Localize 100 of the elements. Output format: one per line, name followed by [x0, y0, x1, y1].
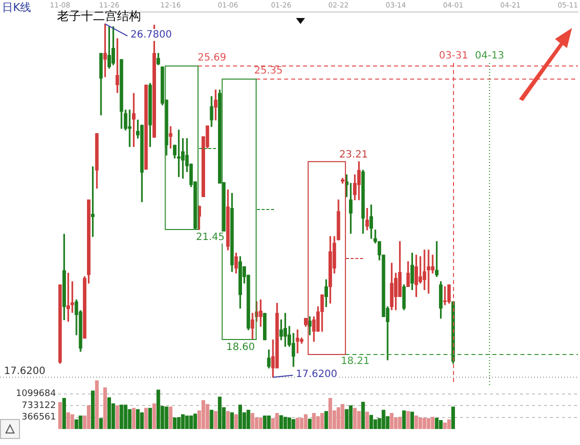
candlestick: [357, 161, 361, 200]
bar: [132, 408, 136, 429]
text: 04-13: [475, 50, 504, 62]
bar: [288, 417, 292, 429]
annotation: 26.7800: [130, 30, 172, 41]
candlestick: [361, 170, 365, 234]
bar: [414, 416, 418, 429]
candlestick: [95, 133, 99, 189]
bar: [390, 412, 394, 429]
bar: [90, 390, 95, 429]
ref-line-label: 25.35: [254, 66, 283, 77]
candlestick: [398, 241, 402, 297]
candlestick: [258, 299, 263, 327]
candlestick: [443, 286, 447, 306]
bar: [258, 417, 263, 429]
bar: [107, 397, 112, 429]
candlestick: [234, 252, 238, 274]
bar: [144, 408, 148, 429]
bar: [410, 412, 414, 429]
bar: [439, 420, 443, 429]
annotation: 23.21: [339, 149, 368, 160]
candlestick: [156, 52, 160, 66]
bar: [120, 404, 124, 429]
candlestick: [267, 350, 271, 368]
candlestick: [336, 200, 340, 240]
bar: [451, 406, 455, 429]
candlestick: [410, 252, 414, 290]
annotation: 17.6200: [296, 368, 338, 380]
bar: [394, 417, 398, 429]
y-tick-label: 366561: [22, 412, 56, 423]
bar: [336, 407, 340, 429]
bar: [402, 410, 406, 429]
bar: [58, 402, 62, 429]
candlestick: [226, 189, 230, 250]
bar: [234, 414, 238, 429]
candlestick: [160, 66, 164, 106]
bar: [74, 419, 78, 429]
candlestick: [168, 126, 172, 148]
bar: [254, 417, 258, 429]
bar: [434, 418, 439, 429]
ref-line-label: 25.69: [198, 52, 226, 64]
bar: [398, 416, 402, 429]
ref-line-label: 17.6200: [4, 366, 46, 377]
bar: [328, 398, 332, 429]
bar: [206, 404, 210, 429]
bar: [340, 404, 344, 429]
bar: [430, 416, 434, 429]
candlestick: [365, 208, 369, 230]
bar: [99, 418, 103, 429]
bar: [353, 408, 357, 429]
bar: [279, 415, 283, 429]
ref-line-label: 18.21: [340, 356, 370, 368]
bar: [426, 418, 430, 429]
text: 日K线: [2, 0, 32, 15]
candlestick: [210, 96, 214, 127]
candlestick: [328, 236, 332, 304]
bar: [226, 411, 230, 429]
bar: [62, 398, 66, 429]
candlestick: [238, 256, 242, 309]
candlestick: [426, 250, 430, 294]
bar: [361, 402, 365, 429]
candlestick: [86, 200, 91, 284]
candlestick: [378, 241, 382, 260]
bar: [116, 405, 120, 429]
chart-title: 老子十二宫结构: [57, 8, 141, 25]
candlestick: [148, 83, 152, 147]
bar: [185, 416, 189, 429]
bar: [304, 414, 308, 429]
bar: [70, 414, 74, 429]
bar: [202, 400, 206, 429]
bar: [312, 412, 316, 429]
annotation: 18.60: [226, 342, 255, 354]
candlestick: [82, 276, 86, 339]
bar: [218, 396, 222, 429]
bar: [369, 414, 374, 429]
candlestick: [250, 312, 254, 340]
candlestick: [132, 93, 136, 147]
bar: [418, 417, 422, 429]
candlestick: [144, 84, 148, 170]
candlestick: [230, 192, 234, 272]
bar: [193, 414, 197, 429]
candlestick: [120, 59, 124, 129]
bar: [152, 403, 156, 429]
bar: [365, 412, 369, 429]
candlestick: [214, 90, 218, 120]
candlestick: [103, 24, 107, 78]
bar: [140, 412, 144, 429]
bar: [308, 418, 312, 429]
bar: [275, 412, 279, 429]
bar: [316, 416, 320, 429]
bar: [124, 404, 128, 429]
bar: [230, 412, 234, 429]
bar: [296, 418, 300, 429]
candlestick: [128, 110, 132, 147]
bar: [250, 412, 254, 429]
annotation: 21.45: [196, 232, 225, 244]
candlestick: [439, 281, 443, 319]
bar: [382, 410, 386, 429]
candlestick: [422, 250, 426, 290]
bar: [86, 405, 91, 429]
